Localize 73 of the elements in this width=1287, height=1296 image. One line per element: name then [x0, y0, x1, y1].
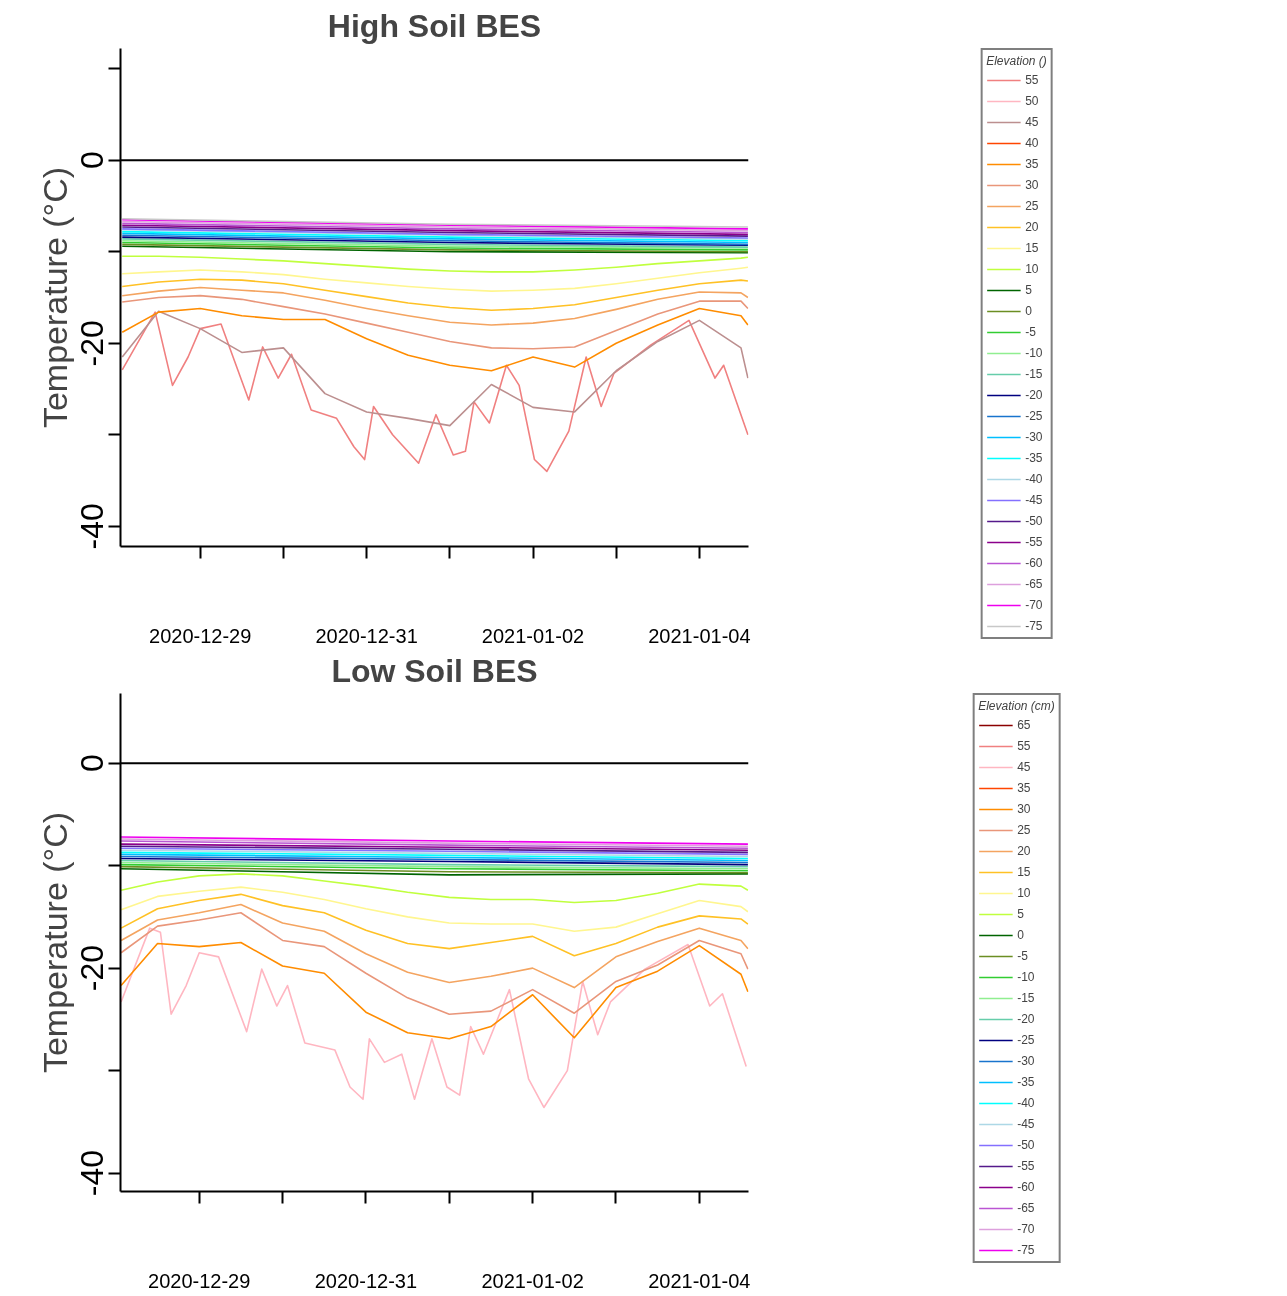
chart-title: Low Soil BES: [331, 652, 538, 689]
legend-label: -30: [1017, 1054, 1036, 1068]
legend-label: -75: [1025, 619, 1044, 633]
legend-label: -10: [1017, 970, 1036, 984]
chart-title: High Soil BES: [327, 7, 542, 44]
legend-title: Elevation (cm): [978, 699, 1055, 713]
y-tick-label: 0: [74, 151, 111, 170]
y-tick-label: -40: [74, 503, 111, 550]
legend-label: -65: [1017, 1201, 1036, 1215]
x-tick-label: 2020-12-31: [314, 1269, 418, 1292]
legend-label: -60: [1017, 1180, 1036, 1194]
legend-label: -40: [1017, 1096, 1036, 1110]
legend-label: -10: [1025, 346, 1044, 360]
legend-label: 50: [1025, 94, 1040, 108]
legend-label: -5: [1017, 949, 1029, 963]
legend-label: 5: [1017, 907, 1025, 921]
legend-label: 0: [1025, 304, 1033, 318]
legend-label: -20: [1017, 1012, 1036, 1026]
legend-label: 55: [1025, 73, 1040, 87]
legend-label: -35: [1017, 1075, 1036, 1089]
legend-label: -25: [1025, 409, 1044, 423]
x-tick-label: 2020-12-31: [315, 624, 418, 647]
legend-label: -40: [1025, 472, 1044, 486]
legend-label: -30: [1025, 430, 1044, 444]
x-tick-label: 2021-01-04: [648, 1269, 751, 1292]
legend-label: -55: [1025, 535, 1044, 549]
legend-label: -50: [1017, 1138, 1036, 1152]
legend-label: -50: [1025, 514, 1044, 528]
legend-label: 15: [1017, 865, 1032, 879]
y-tick-label: -40: [74, 1149, 111, 1197]
legend-label: 20: [1025, 220, 1040, 234]
legend-label: 45: [1017, 760, 1032, 774]
y-tick-label: 0: [74, 754, 111, 773]
y-axis-title: Temperature (°C): [35, 811, 74, 1074]
legend-label: -70: [1017, 1222, 1036, 1236]
legend-label: 65: [1017, 718, 1032, 732]
x-tick-label: 2020-12-29: [149, 624, 252, 647]
y-axis-title: Temperature (°C): [35, 166, 74, 429]
legend-label: 25: [1017, 823, 1032, 837]
y-tick-label: -20: [74, 944, 111, 992]
legend-label: 10: [1025, 262, 1040, 276]
legend-label: -70: [1025, 598, 1044, 612]
legend-label: 15: [1025, 241, 1040, 255]
legend-title: Elevation (): [986, 54, 1047, 68]
legend-label: 25: [1025, 199, 1040, 213]
y-tick-label: -20: [74, 320, 111, 367]
legend-label: 40: [1025, 136, 1040, 150]
legend-label: 30: [1025, 178, 1040, 192]
legend-label: -55: [1017, 1159, 1036, 1173]
legend-label: 45: [1025, 115, 1040, 129]
legend-label: 10: [1017, 886, 1032, 900]
legend-label: -35: [1025, 451, 1044, 465]
legend-label: -20: [1025, 388, 1044, 402]
legend-label: -45: [1025, 493, 1044, 507]
legend-label: 55: [1017, 739, 1032, 753]
x-tick-label: 2021-01-02: [481, 1269, 584, 1292]
legend-label: -65: [1025, 577, 1044, 591]
legend-label: 20: [1017, 844, 1032, 858]
legend-label: -75: [1017, 1243, 1036, 1257]
legend-label: 35: [1025, 157, 1040, 171]
x-tick-label: 2021-01-04: [648, 624, 751, 647]
x-tick-label: 2020-12-29: [148, 1269, 251, 1292]
x-tick-label: 2021-01-02: [481, 624, 585, 647]
legend-label: -15: [1025, 367, 1044, 381]
legend-label: 5: [1025, 283, 1033, 297]
legend-label: -5: [1025, 325, 1037, 339]
legend-label: -25: [1017, 1033, 1036, 1047]
legend-label: 35: [1017, 781, 1032, 795]
legend-label: 30: [1017, 802, 1032, 816]
legend-label: 0: [1017, 928, 1025, 942]
legend-label: -60: [1025, 556, 1044, 570]
legend-label: -45: [1017, 1117, 1036, 1131]
legend-label: -15: [1017, 991, 1036, 1005]
